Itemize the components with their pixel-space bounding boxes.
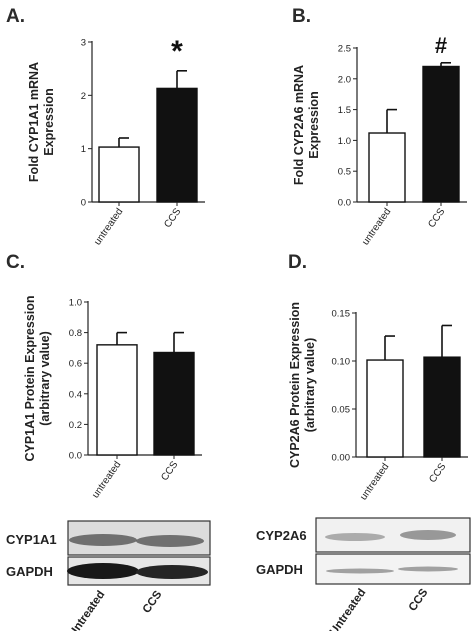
panel-letter-d: D. bbox=[288, 252, 307, 273]
band-cyp2a6-untreated bbox=[325, 533, 385, 541]
chart-d-y-axis-label: (arbitrary value) bbox=[303, 338, 317, 432]
chart-d-x-tick-label: untreated bbox=[358, 461, 391, 502]
band-cyp2a6-ccs bbox=[400, 530, 456, 540]
chart-a-y-tick-label: 2 bbox=[81, 91, 86, 102]
chart-c-y-tick-label: 0.2 bbox=[69, 420, 82, 431]
chart-c-y-tick-label: 0.8 bbox=[69, 328, 82, 339]
chart-d-y-axis-label: CYP2A6 Protein Expression bbox=[288, 302, 302, 468]
band-gapdh-right-untreated bbox=[326, 568, 394, 574]
band-gapdh-right-ccs bbox=[398, 566, 458, 572]
chart-b-y-tick-label: 0.5 bbox=[338, 167, 351, 178]
western-blot-left: CYP1A1 GAPDH Untreated CCS bbox=[6, 520, 211, 631]
chart-b-bar-ccs bbox=[422, 65, 460, 203]
chart-d-x-tick-label: CCS bbox=[427, 461, 448, 485]
chart-a-significance-marker: * bbox=[171, 35, 183, 68]
blot-label-cyp1a1: CYP1A1 bbox=[6, 532, 57, 547]
chart-a-x-tick-label: untreated bbox=[92, 206, 125, 247]
chart-b-y-tick-label: 2.5 bbox=[338, 44, 351, 55]
chart-a-y-axis-label: Fold CYP1A1 mRNA bbox=[27, 62, 41, 182]
chart-c-y-tick-label: 0.0 bbox=[69, 451, 82, 462]
chart-c-y-axis-label: CYP1A1 Protein Expression bbox=[23, 295, 37, 461]
chart-a-x-tick-label: CCS bbox=[162, 206, 183, 230]
chart-c-x-tick-label: CCS bbox=[159, 459, 180, 483]
chart-c-y-axis-label: (arbitrary value) bbox=[38, 331, 52, 425]
chart-a-cyp1a1-mrna: 0 1 2 3 Fold CYP1A1 mRNA Expression untreated C… bbox=[27, 35, 205, 247]
chart-a-y-tick-label: 0 bbox=[81, 198, 86, 209]
chart-c-y-tick-label: 0.4 bbox=[69, 389, 82, 400]
chart-a-bar-ccs bbox=[156, 87, 198, 203]
chart-b-bar-untreated bbox=[368, 132, 406, 203]
chart-d-bar-untreated bbox=[366, 359, 404, 458]
western-blot-right: CYP2A6 GAPDH Untreated CCS bbox=[256, 517, 471, 631]
chart-c-y-tick-label: 0.6 bbox=[69, 359, 82, 370]
blot-label-cyp2a6: CYP2A6 bbox=[256, 528, 307, 543]
chart-b-significance-marker: # bbox=[435, 33, 447, 58]
chart-b-y-tick-label: 1.5 bbox=[338, 105, 351, 116]
chart-a-y-tick-label: 3 bbox=[81, 38, 86, 49]
chart-a-y-tick-label: 1 bbox=[81, 144, 86, 155]
band-gapdh-left-ccs bbox=[136, 565, 208, 579]
chart-a-y-axis-label: Expression bbox=[42, 88, 56, 155]
band-cyp1a1-untreated bbox=[69, 534, 137, 546]
chart-c-y-tick-label: 1.0 bbox=[69, 298, 82, 309]
blot-category-untreated-right: Untreated bbox=[328, 587, 369, 631]
chart-b-y-tick-label: 1.0 bbox=[338, 136, 351, 147]
chart-c-x-tick-label: untreated bbox=[90, 459, 123, 500]
chart-d-bar-ccs bbox=[423, 356, 461, 458]
blot-label-gapdh-left: GAPDH bbox=[6, 564, 53, 579]
band-gapdh-left-untreated bbox=[67, 563, 139, 579]
blot-category-ccs-right: CCS bbox=[407, 587, 431, 614]
chart-b-y-tick-label: 0.0 bbox=[338, 198, 351, 209]
panel-letter-a: A. bbox=[6, 6, 25, 27]
chart-c-bar-untreated bbox=[96, 344, 138, 456]
chart-c-bar-ccs bbox=[153, 351, 195, 456]
blot-label-gapdh-right: GAPDH bbox=[256, 562, 303, 577]
chart-d-y-tick-label: 0.00 bbox=[332, 453, 351, 464]
chart-b-y-axis-label: Fold CYP2A6 mRNA bbox=[292, 65, 306, 185]
chart-b-cyp2a6-mrna: 0.0 0.5 1.0 1.5 2.0 2.5 Fold CYP2A6 mRNA Expres… bbox=[292, 33, 467, 247]
panel-letter-b: B. bbox=[292, 6, 311, 27]
chart-b-x-tick-label: CCS bbox=[426, 206, 447, 230]
chart-d-cyp2a6-protein: 0.00 0.05 0.10 0.15 CYP2A6 Protein Expressio… bbox=[288, 302, 468, 502]
blot-category-untreated-left: Untreated bbox=[67, 589, 108, 631]
chart-d-y-tick-label: 0.10 bbox=[332, 357, 351, 368]
chart-b-y-tick-label: 2.0 bbox=[338, 74, 351, 85]
band-cyp1a1-ccs bbox=[136, 535, 204, 547]
panel-letter-c: C. bbox=[6, 252, 25, 273]
chart-c-cyp1a1-protein: 0.0 0.2 0.4 0.6 0.8 1.0 CYP1A1 Protein Express… bbox=[23, 295, 202, 500]
blot-category-ccs-left: CCS bbox=[141, 589, 165, 616]
chart-d-y-tick-label: 0.15 bbox=[332, 309, 351, 320]
chart-b-x-tick-label: untreated bbox=[360, 206, 393, 247]
chart-d-y-tick-label: 0.05 bbox=[332, 405, 351, 416]
chart-a-bar-untreated bbox=[98, 146, 140, 203]
chart-b-y-axis-label: Expression bbox=[307, 91, 321, 158]
